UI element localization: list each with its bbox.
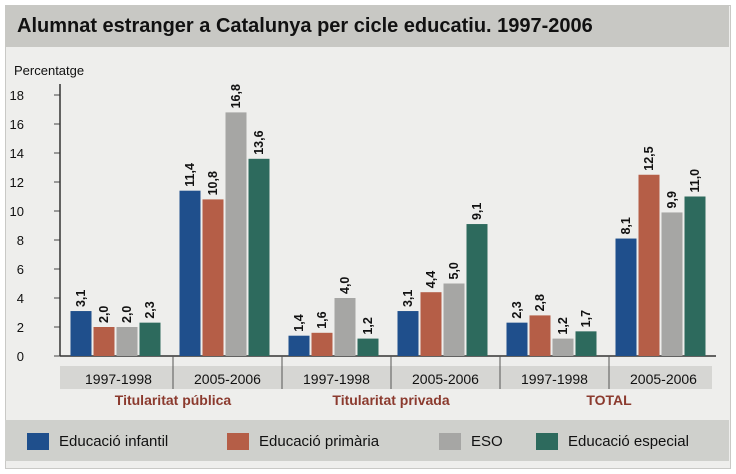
data-label: 9,9 [665, 191, 679, 208]
group-label: Titularitat privada [332, 392, 449, 408]
y-tick-label: 6 [17, 262, 24, 277]
data-label: 1,4 [292, 314, 306, 331]
bar-eso [116, 327, 138, 356]
group-label: Titularitat pública [115, 392, 232, 408]
data-label: 1,7 [579, 310, 593, 327]
bar-eso [334, 298, 356, 356]
legend-label: Educació infantil [59, 432, 169, 450]
data-label: 3,1 [74, 290, 88, 307]
bar-eso [443, 283, 465, 356]
data-label: 2,8 [533, 294, 547, 311]
bar-eso [552, 338, 574, 356]
data-label: 11,4 [183, 163, 197, 187]
data-label: 2,0 [120, 306, 134, 323]
bar-educacio-especial [684, 196, 706, 356]
data-label: 2,3 [143, 301, 157, 318]
legend: Educació infantil Educació primària ESO … [5, 420, 729, 461]
bar-educacio-infantil [288, 335, 310, 356]
bar-educacio-primaria [638, 174, 660, 356]
bar-educacio-infantil [397, 311, 419, 356]
legend-swatch-educacio-primaria [227, 432, 249, 450]
data-label: 4,4 [424, 271, 438, 288]
data-label: 8,1 [619, 217, 633, 234]
bar-educacio-primaria [420, 292, 442, 356]
x-tick-label: 2005-2006 [412, 371, 479, 387]
y-tick-label: 8 [17, 233, 24, 248]
chart-frame [5, 5, 731, 469]
bar-educacio-infantil [179, 190, 201, 356]
bar-educacio-primaria [202, 199, 224, 356]
bar-educacio-infantil [615, 238, 637, 356]
y-tick-label: 0 [17, 349, 24, 364]
category-band [60, 366, 712, 389]
data-label: 16,8 [229, 84, 243, 108]
data-label: 11,0 [688, 169, 702, 193]
bar-educacio-especial [466, 224, 488, 356]
legend-label: ESO [471, 432, 503, 450]
bar-educacio-especial [575, 331, 597, 356]
data-label: 2,0 [97, 306, 111, 323]
bar-educacio-primaria [93, 327, 115, 356]
x-tick-label: 1997-1998 [521, 371, 588, 387]
bar-educacio-infantil [70, 311, 92, 356]
bar-eso [661, 212, 683, 356]
bar-eso [225, 112, 247, 357]
group-label: TOTAL [586, 392, 632, 408]
legend-label: Educació primària [259, 432, 380, 450]
y-axis-label: Percentatge [14, 63, 84, 78]
bar-educacio-especial [139, 322, 161, 356]
legend-swatch-educacio-especial [536, 432, 558, 450]
title-bar: Alumnat estranger a Catalunya per cicle … [5, 5, 729, 47]
x-tick-label: 2005-2006 [194, 371, 261, 387]
data-label: 5,0 [447, 262, 461, 279]
data-label: 10,8 [206, 171, 220, 195]
data-label: 1,2 [361, 317, 375, 334]
legend-label: Educació especial [568, 432, 689, 450]
data-label: 2,3 [510, 301, 524, 318]
legend-item-educacio-especial: Educació especial [536, 432, 689, 450]
data-label: 1,6 [315, 311, 329, 328]
x-tick-label: 1997-1998 [303, 371, 370, 387]
data-label: 3,1 [401, 290, 415, 307]
y-tick-label: 4 [17, 291, 24, 306]
legend-item-eso: ESO [439, 432, 503, 450]
y-tick-label: 10 [10, 204, 24, 219]
data-label: 4,0 [338, 277, 352, 294]
data-label: 13,6 [252, 130, 266, 154]
bar-educacio-primaria [529, 315, 551, 356]
chart-title: Alumnat estranger a Catalunya per cicle … [17, 15, 593, 37]
y-tick-label: 2 [17, 320, 24, 335]
x-tick-label: 2005-2006 [630, 371, 697, 387]
bar-educacio-infantil [506, 322, 528, 356]
legend-swatch-educacio-infantil [27, 432, 49, 450]
bar-educacio-primaria [311, 332, 333, 356]
bar-educacio-especial [357, 338, 379, 356]
legend-swatch-eso [439, 432, 461, 450]
legend-item-educacio-infantil: Educació infantil [27, 432, 168, 450]
data-label: 1,2 [556, 317, 570, 334]
data-label: 9,1 [470, 203, 484, 220]
legend-item-educacio-primaria: Educació primària [227, 432, 379, 450]
y-tick-label: 14 [10, 146, 24, 161]
y-tick-label: 12 [10, 175, 24, 190]
bar-educacio-especial [248, 158, 270, 356]
data-label: 12,5 [642, 146, 656, 170]
x-tick-label: 1997-1998 [85, 371, 152, 387]
y-tick-label: 16 [10, 117, 24, 132]
y-tick-label: 18 [10, 88, 24, 103]
